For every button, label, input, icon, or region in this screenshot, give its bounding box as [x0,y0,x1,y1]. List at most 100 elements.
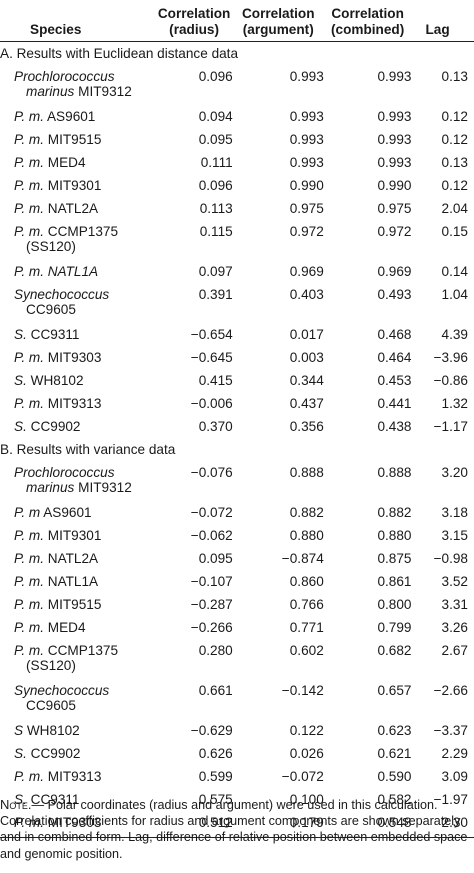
species-strain: NATL1A [43,574,99,589]
species-epithet: marinus [26,480,75,495]
combined-cell: 0.880 [377,528,412,543]
species-strain: WH8102 [23,723,80,738]
radius-cell: −0.645 [190,350,233,365]
note-line-2: Correlation coefficients for radius and … [0,814,461,829]
table-row: Synechococcus CC9605 0.661 −0.142 0.657 −2.66 [0,680,474,720]
argument-cell: 0.882 [289,505,324,520]
radius-cell: 0.661 [198,683,233,698]
species-strain: MED4 [43,155,86,170]
table-row: S. WH8102 0.415 0.344 0.453 −0.86 [0,370,474,393]
species-line-2: marinus MIT9312 [14,84,155,99]
table-row: P. m. CCMP1375 (SS120) 0.115 0.972 0.972 0.15 [0,221,474,261]
species-strain: AS9601 [40,505,92,520]
argument-cell: 0.771 [289,620,324,635]
combined-cell: 0.590 [377,769,412,784]
argument-cell: 0.880 [289,528,324,543]
combined-cell: 0.969 [377,264,412,279]
species-strain: CCMP1375 [43,643,119,658]
lag-cell: 2.30 [411,812,474,838]
table-body: A. Results with Euclidean distance data P… [0,42,474,838]
lag-cell: −0.98 [433,551,468,566]
combined-cell: 0.875 [377,551,412,566]
radius-cell: −0.654 [190,327,233,342]
section-title: A. Results with Euclidean distance data [0,46,239,61]
species-genus: Prochlorococcus [14,465,115,480]
table-row: P. m. MIT9301 0.096 0.990 0.990 0.12 [0,175,474,198]
argument-cell: 0.766 [289,597,324,612]
lag-cell: −1.17 [433,419,468,434]
combined-cell: 0.621 [377,746,412,761]
species-strain: CC9902 [26,419,81,434]
combined-cell: 0.861 [377,574,412,589]
species-abbrev: P. m. [14,551,44,566]
header-lag: Lag [411,0,474,42]
argument-cell: −0.142 [281,683,324,698]
argument-cell: 0.993 [289,132,324,147]
lag-cell: 4.39 [441,327,468,342]
species-strain: NATL2A [43,551,99,566]
species-abbrev: P. m. [14,132,44,147]
species-cell: P. m. MIT9313 [0,766,155,789]
argument-cell: 0.990 [289,178,324,193]
radius-cell: −0.629 [190,723,233,738]
species-abbrev: S. [14,327,27,342]
table-row: P. m. MIT9313 −0.006 0.437 0.441 1.32 [0,393,474,416]
table-row: S WH8102 −0.629 0.122 0.623 −3.37 [0,720,474,743]
table-row: Synechococcus CC9605 0.391 0.403 0.493 1.04 [0,284,474,324]
species-abbrev: P. m. [14,528,44,543]
lag-cell: 0.13 [441,69,468,84]
combined-cell: 0.682 [377,643,412,658]
species-abbrev: P. m. [14,155,44,170]
lag-cell: 3.31 [441,597,468,612]
table-row: S. CC9311 −0.654 0.017 0.468 4.39 [0,324,474,347]
lag-cell: 1.04 [441,287,468,302]
lag-cell: 0.12 [441,178,468,193]
species-strain: CCMP1375 [43,224,119,239]
radius-cell: 0.599 [198,769,233,784]
species-line-2: CC9605 [14,302,155,317]
lag-cell: −2.66 [433,683,468,698]
species-cell: P. m. NATL2A [0,198,155,221]
species-abbrev: P. m. [14,815,44,830]
species-strain: MIT9301 [43,528,102,543]
argument-cell: 0.344 [289,373,324,388]
table-row: P. m. NATL2A 0.095 −0.874 0.875 −0.98 [0,548,474,571]
species-cell: S. CC9902 [0,743,155,766]
radius-cell: −0.006 [190,396,233,411]
lag-cell: 0.13 [441,155,468,170]
combined-cell: 0.882 [377,505,412,520]
header-combined-l2: (combined) [330,22,405,37]
species-cell: P. m. NATL1A [0,571,155,594]
species-epithet: marinus [26,84,75,99]
species-abbrev: P. m. [14,109,44,124]
radius-cell: −0.287 [190,597,233,612]
lag-cell: 2.04 [441,201,468,216]
species-cell: P. m. MIT9313 [0,393,155,416]
table-row: P. m. CCMP1375 (SS120) 0.280 0.602 0.682 2.67 [0,640,474,680]
species-abbrev: S [14,723,24,738]
species-line-2: marinus MIT9312 [14,480,155,495]
table-row: P. m. MIT9515 0.095 0.993 0.993 0.12 [0,129,474,152]
lag-cell: 3.52 [441,574,468,589]
argument-cell: 0.860 [289,574,324,589]
lag-cell: 3.09 [441,769,468,784]
note-line-4: and genomic position. [0,846,123,861]
species-cell: P. m. MED4 [0,152,155,175]
species-abbrev: P. m. [14,769,44,784]
note-line-1: Note.— Polar coordinates (radius and arg… [0,797,474,813]
radius-cell: 0.095 [198,132,233,147]
species-cell: Prochlorococcus marinus MIT9312 [0,462,155,502]
species-strain: CC9605 [26,302,76,317]
species-abbrev: P. m. [14,643,44,658]
lag-cell: −0.86 [433,373,468,388]
table-row: P. m. NATL1A −0.107 0.860 0.861 3.52 [0,571,474,594]
species-strain: MIT9303 [43,350,102,365]
header-argument: Correlation (argument) [232,0,324,42]
lag-cell: −1.97 [433,792,468,807]
species-abbrev: S. [14,373,27,388]
species-strain: MIT9312 [74,480,132,495]
species-line-2: CC9605 [14,698,155,713]
note-label: Note. [0,797,32,812]
species-cell: P. m. MIT9303 [0,347,155,370]
species-strain: CC9605 [26,698,76,713]
